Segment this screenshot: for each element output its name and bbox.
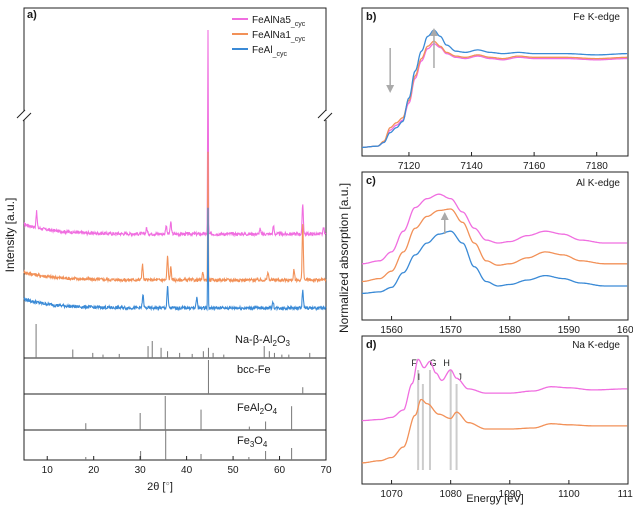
edge-marker-label-g: G [429, 358, 436, 368]
panel-b-x-tick-label: 7160 [523, 161, 546, 172]
panel-a-x-tick-label: 10 [42, 465, 54, 476]
panel-d-trace-fealna5 [362, 358, 628, 422]
legend-label-feana5: FeAlNa5_cyc [252, 15, 306, 28]
panel-c-x-tick-label: 1570 [440, 325, 463, 336]
panel-c-x-tick-label: 1580 [499, 325, 522, 336]
panel-b-label: b) [366, 11, 377, 23]
panel-a-references [24, 324, 326, 461]
panel-c: c) Al K-edge 1560 1570 1580 1590 1600 [361, 171, 633, 336]
panel-b-arrow-head [429, 28, 438, 36]
panel-d-x-tick-label: 1090 [499, 489, 522, 500]
edge-marker-label-f: F [411, 358, 417, 368]
panel-b-x-tick-label: 7180 [586, 161, 609, 172]
panel-b-arrow-head [386, 85, 395, 93]
legend-label-feal: FeAl_cyc [252, 45, 287, 58]
xrd-trace-feal [23, 207, 327, 312]
panel-c-trace-fealna1 [362, 208, 628, 283]
panel-b-frame [361, 7, 629, 157]
ref-label-na-beta-alumina: Na-β-Al2O3 [235, 334, 291, 348]
panel-d-frame [361, 335, 629, 485]
panel-c-x-tick-label: 1560 [380, 325, 403, 336]
panel-d-x-tick-label: 1100 [558, 489, 580, 500]
panel-c-x-tick-label: 1590 [558, 325, 581, 336]
panel-c-title: Al K-edge [576, 178, 620, 189]
panel-a-x-tick-label: 40 [181, 465, 193, 476]
panel-a-x-tick-label: 60 [274, 465, 286, 476]
edge-marker-label-h: H [443, 358, 450, 368]
panel-a-x-tick-label: 30 [135, 465, 147, 476]
panel-b-trace-fealna5 [362, 43, 628, 149]
panel-b-trace-fealna1 [362, 40, 628, 149]
panel-c-frame [361, 171, 629, 321]
panel-a-x-ticks: 10 20 30 40 50 60 70 [42, 456, 332, 476]
panel-a-x-tick-label: 20 [88, 465, 100, 476]
panel-b: b) Fe K-edge 7120 7140 7160 7180 [361, 7, 629, 172]
xrd-trace-fealna1 [23, 151, 327, 284]
axis-break-left [16, 109, 32, 122]
panel-d-x-label: Energy [eV] [466, 493, 523, 505]
panel-d-x-ticks: 1070 1080 1090 1100 1110 [380, 480, 633, 500]
panel-a-label: a) [27, 9, 37, 21]
ref-label-fe3o4: Fe3O4 [237, 435, 268, 449]
panel-b-x-tick-label: 7120 [398, 161, 421, 172]
panel-b-title: Fe K-edge [573, 12, 620, 23]
right-y-label: Normalized absorption [a.u.] [337, 183, 351, 333]
panel-d-title: Na K-edge [572, 340, 620, 351]
edge-marker-label-j: J [457, 372, 462, 382]
panel-b-x-ticks: 7120 7140 7160 7180 [398, 152, 608, 172]
panel-c-x-ticks: 1560 1570 1580 1590 1600 [380, 316, 633, 336]
panel-a-x-label: 2θ [°] [147, 481, 173, 493]
panel-d-x-tick-label: 1070 [380, 489, 403, 500]
panel-c-arrow-head [440, 212, 449, 220]
ref-label-bcc-fe: bcc-Fe [237, 364, 271, 376]
panel-b-x-tick-label: 7140 [460, 161, 483, 172]
panel-a-x-tick-label: 50 [228, 465, 240, 476]
ref-label-feal2o4: FeAl2O4 [237, 402, 278, 416]
xrd-trace-fealna5 [23, 29, 327, 238]
panel-b-curves [362, 28, 628, 149]
panel-d-x-tick-label: 1080 [440, 489, 463, 500]
panel-a-curves [23, 29, 327, 312]
panel-c-x-tick-label: 1600 [617, 325, 633, 336]
panel-a-x-tick-label: 70 [320, 465, 332, 476]
panel-c-trace-fealna5 [361, 193, 628, 265]
legend: FeAlNa5_cyc FeAlNa1_cyc FeAl_cyc [232, 15, 306, 58]
panel-a: a) 10 20 30 40 50 60 70 FeAlNa5_cyc FeAlNa1_cy… [3, 7, 333, 493]
legend-label-feana1: FeAlNa1_cyc [252, 30, 306, 43]
axis-break-right [317, 109, 333, 122]
panel-c-trace-feal [362, 230, 628, 295]
panel-d-x-tick-label: 1110 [618, 489, 633, 500]
edge-marker-label-i: I [418, 372, 421, 382]
panel-b-trace-feal [362, 29, 628, 149]
panel-d-trace-fealna1 [361, 398, 628, 464]
panel-d-curves: F G H I J [361, 358, 628, 470]
panel-c-curves [361, 193, 628, 295]
panel-d-label: d) [366, 339, 377, 351]
panel-c-label: c) [366, 175, 376, 187]
panel-a-y-label: Intensity [a.u.] [3, 198, 17, 273]
